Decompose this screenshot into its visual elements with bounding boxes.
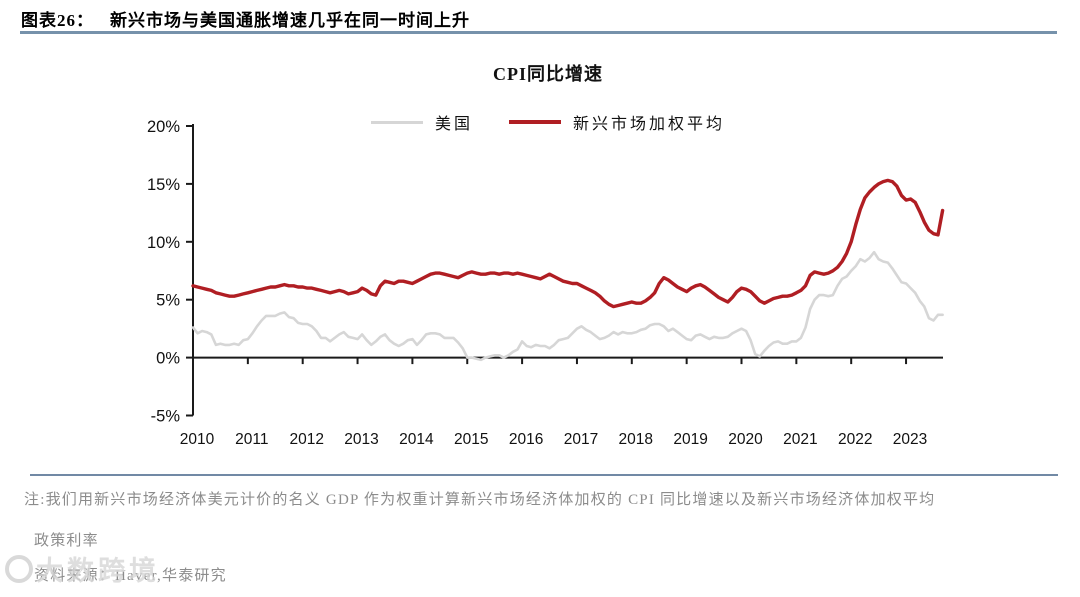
x-axis-label: 2021 xyxy=(783,431,817,448)
footnote-line-2: 政策利率 xyxy=(34,533,99,549)
em-line-swatch xyxy=(509,120,561,124)
figure-number-label: 图表26： xyxy=(21,11,94,30)
chart-title: CPI同比增速 xyxy=(493,64,603,84)
legend-label-us: 美国 xyxy=(434,116,473,133)
y-axis-label: 15% xyxy=(147,176,180,194)
figure-title-text: 新兴市场与美国通胀增速几乎在同一时间上升 xyxy=(110,11,470,30)
chart-axes xyxy=(192,124,943,416)
x-axis-label: 2019 xyxy=(673,431,707,448)
chart-legend: 美国 新兴市场加权平均 xyxy=(193,110,903,134)
us-line-swatch xyxy=(370,120,423,124)
legend-item-us: 美国 xyxy=(370,110,473,134)
header-divider-line xyxy=(20,31,1057,34)
y-axis-label: -5% xyxy=(151,408,181,426)
watermark-logo-icon xyxy=(5,554,33,583)
legend-label-em: 新兴市场加权平均 xyxy=(573,116,726,133)
y-axis-label: 10% xyxy=(147,234,180,252)
x-axis-label: 2023 xyxy=(893,431,927,448)
x-axis-label: 2011 xyxy=(235,431,268,448)
legend-item-em: 新兴市场加权平均 xyxy=(509,110,725,134)
x-axis-label: 2022 xyxy=(838,431,872,448)
x-axis-label: 2016 xyxy=(509,431,543,448)
x-axis-label: 2017 xyxy=(564,431,598,448)
footer-divider-line xyxy=(30,474,1058,476)
x-axis-ticks: 2010 2011 2012 2013 2014 2015 2016 2017 2018 2019… xyxy=(180,357,927,448)
x-axis-label: 2010 xyxy=(180,431,215,448)
series-line-us xyxy=(191,250,944,362)
figure-header: 图表26： 新兴市场与美国通胀增速几乎在同一时间上升 xyxy=(21,6,470,31)
y-axis-ticks: 20% 15% 10% 5% 0% -5% xyxy=(147,118,193,426)
y-axis-label: 20% xyxy=(147,118,180,136)
y-axis-label: 5% xyxy=(156,292,180,310)
x-axis-label: 2012 xyxy=(289,431,323,448)
series-line-em xyxy=(191,178,945,309)
x-axis-label: 2020 xyxy=(728,431,763,448)
footnote-line-1: 注:我们用新兴市场经济体美元计价的名义 GDP 作为权重计算新兴市场经济体加权的… xyxy=(24,492,936,508)
cpi-line-chart: 20%15%10%5%0%-5% 2010 2011 2012 2013 2014 201… xyxy=(147,118,945,448)
series-lines xyxy=(191,178,945,362)
source-line: 资料来源：Haver,华泰研究 xyxy=(34,568,227,584)
x-axis-label: 2014 xyxy=(399,431,434,448)
x-axis-label: 2015 xyxy=(454,431,488,448)
y-axis-label: 0% xyxy=(156,350,180,368)
x-axis-label: 2018 xyxy=(619,431,653,448)
x-axis-label: 2013 xyxy=(344,431,378,448)
